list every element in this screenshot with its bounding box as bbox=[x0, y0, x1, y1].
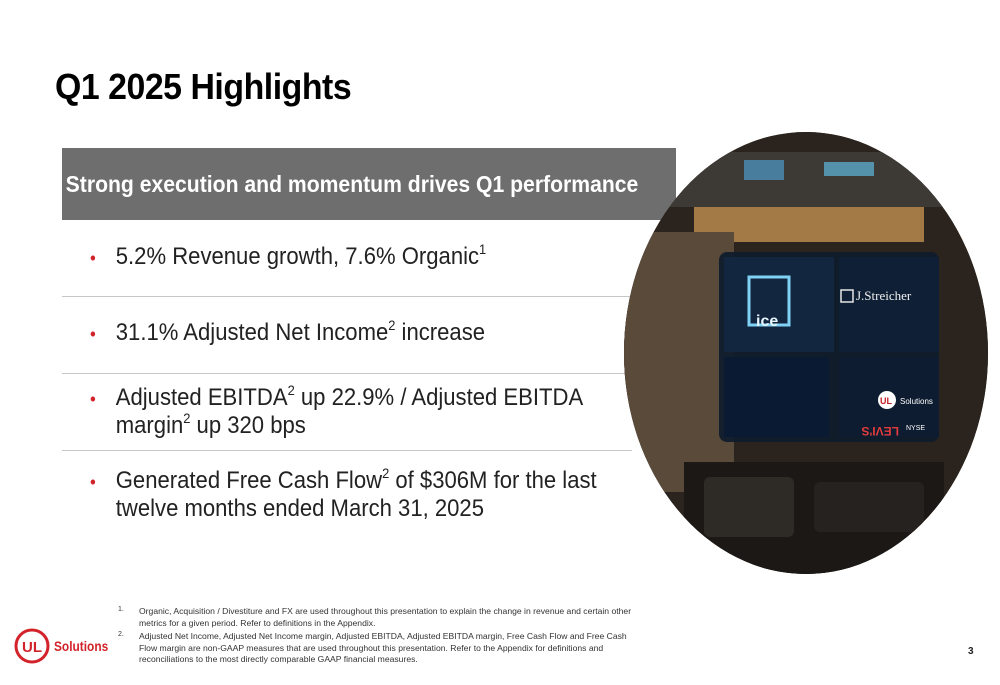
ul-solutions-in-photo: Solutions bbox=[900, 397, 933, 406]
stock-exchange-photo: ice J.Streicher LEVI'S UL Solutions NYSE bbox=[624, 132, 988, 574]
levis-sign: LEVI'S bbox=[861, 424, 899, 438]
subtitle-banner: Strong execution and momentum drives Q1 … bbox=[62, 148, 676, 220]
nyse-sign: NYSE bbox=[906, 425, 925, 432]
ice-sign: ice bbox=[756, 313, 778, 330]
bullet-dot-icon: • bbox=[90, 472, 96, 492]
footnotes: 1. Organic, Acquisition / Divestiture an… bbox=[118, 606, 638, 668]
ul-logo-icon: UL bbox=[14, 628, 50, 664]
logo-text: Solutions bbox=[54, 638, 109, 654]
divider bbox=[62, 373, 632, 374]
ul-mark-in-photo: UL bbox=[880, 396, 892, 406]
bullet-dot-icon: • bbox=[90, 324, 96, 344]
photo-illustration: ice J.Streicher LEVI'S UL Solutions NYSE bbox=[624, 132, 988, 574]
bullet-adjusted-ebitda: • Adjusted EBITDA2 up 22.9% / Adjusted E… bbox=[90, 382, 582, 439]
ul-solutions-logo: UL Solutions bbox=[14, 628, 118, 664]
streicher-sign: J.Streicher bbox=[856, 288, 912, 303]
divider bbox=[62, 450, 632, 451]
banner-text: Strong execution and momentum drives Q1 … bbox=[65, 170, 639, 197]
bullet-adjusted-net-income: • 31.1% Adjusted Net Income2 increase bbox=[90, 317, 486, 346]
page-title: Q1 2025 Highlights bbox=[55, 66, 352, 107]
divider bbox=[62, 296, 632, 297]
page-number: 3 bbox=[968, 646, 974, 657]
svg-text:UL: UL bbox=[22, 639, 42, 656]
footnote-1: 1. Organic, Acquisition / Divestiture an… bbox=[118, 606, 632, 628]
bullet-dot-icon: • bbox=[90, 389, 96, 409]
bullet-revenue-growth: • 5.2% Revenue growth, 7.6% Organic1 bbox=[90, 241, 487, 270]
bullet-free-cash-flow: • Generated Free Cash Flow2 of $306M for… bbox=[90, 465, 597, 522]
bullet-dot-icon: • bbox=[90, 248, 96, 268]
footnote-2: 2. Adjusted Net Income, Adjusted Net Inc… bbox=[118, 631, 627, 664]
